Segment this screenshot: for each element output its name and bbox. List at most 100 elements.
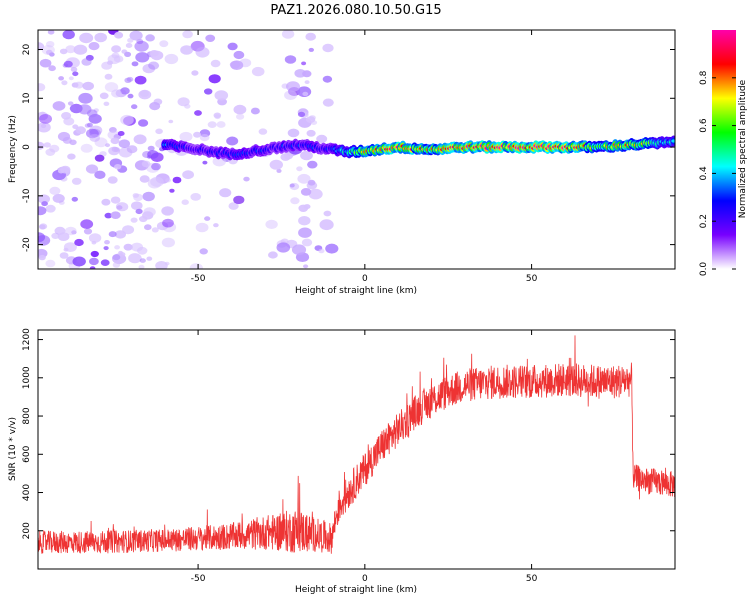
noise-blob bbox=[308, 47, 314, 52]
noise-blob bbox=[88, 233, 102, 243]
snr-panel: -50 0 50 200 400 600 800 1000 1200 Height of st… bbox=[8, 328, 676, 595]
noise-blob bbox=[229, 60, 241, 69]
noise-blob bbox=[283, 152, 294, 160]
noise-blob bbox=[284, 90, 297, 100]
snr-y-ticks: 200 400 600 800 1000 1200 bbox=[22, 328, 675, 539]
noise-blob bbox=[75, 126, 86, 135]
noise-blob bbox=[136, 38, 144, 45]
noise-blob bbox=[133, 134, 147, 145]
noise-blob bbox=[181, 199, 189, 205]
noise-blob bbox=[77, 104, 92, 115]
noise-blob bbox=[127, 93, 134, 99]
snr-y-tick-label: 200 bbox=[22, 522, 32, 539]
noise-blob bbox=[107, 176, 118, 184]
colorbar-tick-label: 0.4 bbox=[699, 166, 709, 181]
noise-blob bbox=[57, 232, 70, 242]
noise-blob bbox=[129, 30, 143, 41]
noise-blob bbox=[70, 67, 78, 72]
noise-blob bbox=[297, 173, 311, 184]
noise-blob bbox=[88, 42, 100, 51]
noise-blob bbox=[57, 168, 65, 174]
noise-blob bbox=[103, 246, 109, 251]
noise-blob bbox=[213, 223, 219, 228]
noise-blob bbox=[139, 258, 146, 263]
noise-blob bbox=[195, 47, 210, 58]
noise-blob bbox=[46, 49, 53, 55]
noise-blob bbox=[145, 34, 155, 42]
noise-blob bbox=[131, 61, 139, 67]
colorbar-ticks: 0.0 0.2 0.4 0.6 0.8 bbox=[699, 70, 736, 276]
noise-blob bbox=[49, 186, 61, 195]
noise-blob bbox=[148, 61, 160, 70]
noise-blob bbox=[159, 40, 169, 48]
snr-y-tick-label: 1000 bbox=[22, 366, 32, 389]
noise-blob bbox=[182, 170, 195, 180]
colorbar-label: Normalized spectral amplitude bbox=[738, 79, 748, 218]
noise-blob bbox=[79, 32, 94, 44]
noise-blob bbox=[142, 63, 156, 74]
noise-blob bbox=[117, 131, 125, 136]
noise-blob bbox=[214, 114, 221, 120]
noise-blob bbox=[322, 43, 334, 53]
noise-blob bbox=[131, 242, 143, 252]
noise-blob bbox=[147, 150, 159, 159]
noise-blob bbox=[131, 201, 143, 210]
noise-blob bbox=[114, 245, 120, 250]
noise-blob bbox=[72, 256, 86, 267]
noise-blob bbox=[110, 196, 121, 204]
noise-blob bbox=[112, 262, 121, 268]
noise-blob bbox=[130, 217, 138, 223]
noise-blob bbox=[190, 193, 201, 201]
noise-blob bbox=[135, 52, 150, 63]
spectrogram-y-tick-label: -10 bbox=[22, 188, 32, 203]
noise-blob bbox=[63, 117, 75, 126]
noise-blob bbox=[89, 266, 96, 269]
noise-blob bbox=[107, 54, 121, 65]
noise-blob bbox=[306, 116, 316, 123]
spectrogram-y-tick-label: 0 bbox=[22, 144, 32, 150]
snr-background bbox=[38, 330, 675, 569]
noise-blob bbox=[104, 73, 113, 80]
snr-x-tick-label: 50 bbox=[526, 574, 538, 584]
noise-blob bbox=[325, 243, 339, 254]
noise-blob bbox=[104, 240, 110, 245]
noise-blob bbox=[103, 101, 110, 107]
noise-blob bbox=[204, 216, 211, 221]
noise-blob bbox=[243, 176, 250, 182]
noise-blob bbox=[172, 176, 182, 184]
noise-blob bbox=[74, 238, 84, 247]
noise-blob bbox=[177, 97, 190, 107]
noise-blob bbox=[74, 81, 84, 89]
noise-blob bbox=[138, 119, 149, 127]
noise-blob bbox=[52, 101, 66, 111]
colorbar-tick-label: 0.8 bbox=[699, 70, 709, 85]
noise-blob bbox=[124, 77, 132, 84]
noise-blob bbox=[142, 211, 154, 220]
noise-blob bbox=[45, 148, 56, 156]
noise-blob bbox=[226, 136, 239, 146]
noise-blob bbox=[303, 264, 309, 269]
noise-blob bbox=[101, 198, 111, 206]
noise-blob bbox=[150, 176, 164, 187]
noise-blob bbox=[155, 261, 168, 269]
spectrogram-panel: -50 0 50 -20 -10 0 10 20 Height of straight li… bbox=[8, 29, 676, 296]
noise-blob bbox=[138, 264, 145, 269]
noise-blob bbox=[85, 164, 99, 174]
noise-blob bbox=[94, 154, 105, 162]
noise-blob bbox=[169, 188, 175, 193]
spectrogram-y-label: Frequency (Hz) bbox=[8, 115, 18, 183]
noise-blob bbox=[111, 45, 122, 53]
noise-blob bbox=[258, 128, 268, 135]
noise-blob bbox=[298, 216, 311, 226]
noise-blob bbox=[108, 231, 117, 238]
noise-blob bbox=[39, 223, 48, 230]
noise-blob bbox=[89, 257, 99, 266]
noise-blob bbox=[122, 225, 135, 235]
noise-blob bbox=[141, 160, 151, 168]
noise-blob bbox=[123, 243, 133, 251]
noise-blob bbox=[67, 101, 74, 106]
spectrogram-frame bbox=[37, 29, 676, 270]
noise-blob bbox=[46, 41, 55, 48]
noise-blob bbox=[161, 237, 175, 248]
